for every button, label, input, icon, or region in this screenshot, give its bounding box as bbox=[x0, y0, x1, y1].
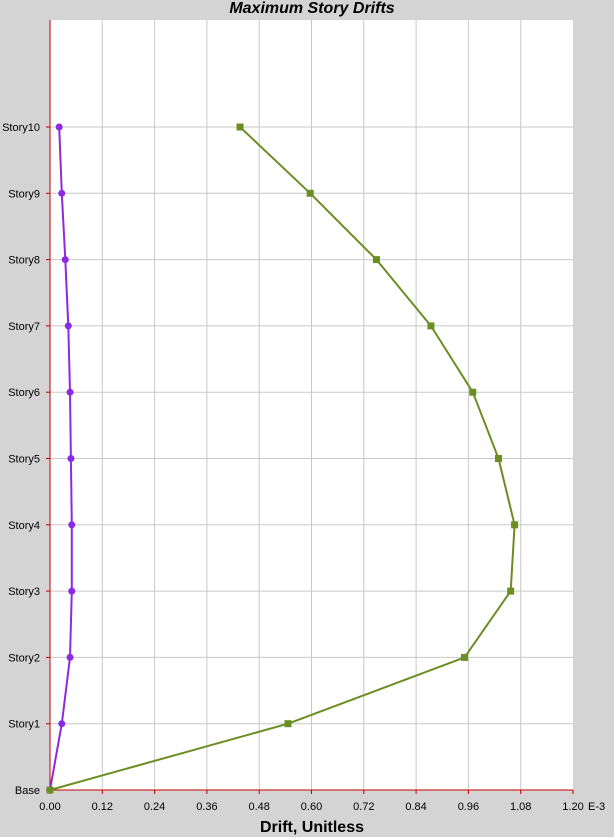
series-layer bbox=[46, 123, 519, 794]
series-1-point bbox=[67, 455, 75, 462]
x-axis-label: Drift, Unitless bbox=[260, 819, 364, 836]
grid-lines bbox=[50, 20, 573, 790]
y-tick-label: Story6 bbox=[8, 387, 40, 399]
series-1-point bbox=[58, 720, 66, 728]
series-2-point bbox=[460, 653, 468, 661]
y-tick-label: Story10 bbox=[2, 122, 40, 134]
series-1-point bbox=[64, 322, 72, 330]
series-2-point bbox=[306, 189, 314, 197]
series-1-point bbox=[58, 189, 66, 197]
x-tick-label: 0.24 bbox=[144, 801, 165, 813]
series-1-point bbox=[66, 653, 74, 661]
series-2-point bbox=[507, 587, 515, 595]
series-1-point bbox=[55, 123, 63, 131]
series-2-point bbox=[469, 388, 477, 396]
x-tick-label: 0.36 bbox=[196, 801, 217, 813]
x-tick-label: 0.12 bbox=[92, 801, 113, 813]
y-tick-label: Story8 bbox=[8, 255, 40, 267]
series-2-point bbox=[46, 786, 54, 794]
series-1-point bbox=[61, 256, 69, 264]
x-tick-label: 0.96 bbox=[458, 801, 479, 813]
series-2-point bbox=[236, 123, 244, 131]
x-tick-label: 0.00 bbox=[39, 801, 60, 813]
series-2-point bbox=[494, 455, 502, 462]
series-2-point bbox=[427, 322, 435, 330]
x-tick-label: 0.48 bbox=[248, 801, 269, 813]
tick-labels: 0.00 0.12 0.24 0.36 0.48 0.60 0.72 0.84 0.96 1.08… bbox=[2, 122, 584, 813]
y-tick-label: Story3 bbox=[8, 586, 40, 598]
series-2-point bbox=[511, 521, 519, 529]
series-1-point bbox=[68, 587, 76, 595]
y-tick-label: Story4 bbox=[8, 520, 40, 532]
x-tick-label: 1.08 bbox=[510, 801, 531, 813]
y-tick-label: Base bbox=[15, 785, 40, 797]
chart-title: Maximum Story Drifts bbox=[229, 0, 394, 17]
series-2-point bbox=[372, 256, 380, 264]
x-tick-label: 1.20 bbox=[562, 801, 583, 813]
x-tick-label: 0.72 bbox=[353, 801, 374, 813]
x-tick-label: 0.84 bbox=[405, 801, 426, 813]
y-tick-label: Story1 bbox=[8, 719, 40, 731]
y-tick-label: Story7 bbox=[8, 321, 40, 333]
x-axis-unit-suffix: E-3 bbox=[588, 801, 605, 813]
y-tick-label: Story2 bbox=[8, 652, 40, 664]
x-tick-label: 0.60 bbox=[301, 801, 322, 813]
series-1-point bbox=[68, 521, 76, 529]
series-2-point bbox=[284, 720, 292, 728]
y-tick-label: Story9 bbox=[8, 188, 40, 200]
y-tick-label: Story5 bbox=[8, 454, 40, 466]
series-1-point bbox=[66, 388, 74, 396]
